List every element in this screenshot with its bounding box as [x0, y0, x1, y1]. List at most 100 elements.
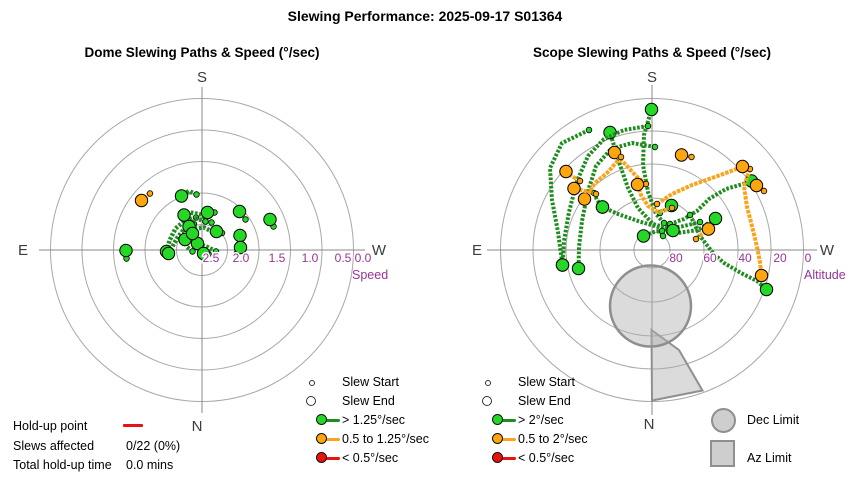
slew-end-marker	[754, 268, 769, 283]
slew-start-marker	[189, 248, 196, 255]
stats-row: Slews affected 0/22 (0%)	[13, 439, 233, 453]
stats-value: 0/22 (0%)	[126, 439, 181, 453]
compass-label-S: S	[197, 69, 207, 86]
stats-value: 0.0 mins	[126, 458, 174, 472]
compass-label-W: W	[372, 242, 387, 259]
slew-end-marker	[555, 258, 570, 272]
medium-speed-line-icon	[494, 437, 516, 441]
slew-end-marker	[134, 193, 149, 208]
legend-item: 0.5 to 2°/sec	[480, 432, 588, 446]
slow-speed-line-icon	[318, 456, 340, 460]
legend-item: < 0.5°/sec	[480, 451, 574, 465]
slew-path	[187, 216, 207, 229]
slew-end-marker	[177, 208, 191, 222]
slew-path	[641, 108, 666, 225]
slew-end-marker	[567, 181, 581, 196]
slew-end-marker	[161, 246, 176, 261]
slew-start-marker	[202, 218, 209, 225]
slew-end-marker	[708, 211, 723, 226]
dome-plot-title: Dome Slewing Paths & Speed (°/sec)	[84, 45, 320, 60]
slew-start-marker	[653, 200, 661, 208]
compass-label-W: W	[820, 242, 835, 259]
slew-end-marker	[571, 261, 586, 276]
slew-start-marker	[146, 190, 154, 197]
slew-path	[560, 124, 649, 266]
compass-label-N: N	[644, 416, 655, 433]
radial-tick-label: 2.0	[233, 251, 250, 265]
slew-end-marker	[263, 212, 277, 227]
slew-start-marker	[692, 235, 700, 243]
slew-start-marker	[576, 177, 584, 185]
slew-start-marker	[617, 153, 625, 161]
slew-end-marker	[185, 226, 200, 241]
medium-speed-line-icon	[318, 437, 340, 441]
legend-item: Slew End	[480, 394, 571, 408]
slew-end-marker	[209, 224, 224, 239]
slew-end-marker	[636, 229, 651, 243]
scope-plot: 80 60 40 20 0 Altitude S N E W	[472, 69, 846, 433]
slew-start-marker	[212, 248, 220, 255]
slow-speed-dot-icon	[316, 452, 327, 463]
scope-plot-title: Scope Slewing Paths & Speed (°/sec)	[533, 45, 771, 60]
slew-end-marker	[674, 148, 689, 162]
az-limit-icon	[710, 440, 735, 467]
stats-label: Total hold-up time	[13, 458, 112, 472]
legend-label: 0.5 to 2°/sec	[518, 432, 588, 446]
slow-speed-line-icon	[494, 456, 516, 460]
stats-row: Total hold-up time 0.0 mins	[13, 458, 233, 472]
compass-label-E: E	[472, 242, 482, 259]
compass-label-S: S	[647, 69, 657, 86]
slew-path	[635, 183, 673, 214]
slew-start-marker	[696, 218, 704, 226]
stats-label: Hold-up point	[13, 419, 88, 433]
slew-path	[548, 128, 590, 266]
legend-label: Az Limit	[747, 451, 792, 465]
radial-axis-name: Speed	[352, 268, 388, 282]
slew-end-marker	[559, 164, 573, 179]
dome-plot: 2.5 2.0 1.5 1.0 0.5 0.0 Speed S N E W	[18, 69, 388, 435]
slew-end-marker-icon	[482, 395, 492, 406]
medium-speed-dot-icon	[492, 433, 503, 444]
legend-label: Slew End	[342, 394, 395, 408]
slew-end-marker	[735, 159, 750, 174]
az-limit-shape	[650, 328, 705, 402]
slew-end-marker	[666, 223, 680, 238]
slew-path	[642, 220, 701, 238]
legend-item: > 1.25°/sec	[304, 413, 405, 427]
slew-end-marker	[233, 240, 248, 255]
fast-speed-dot-icon	[492, 414, 503, 425]
radial-tick-label: 1.0	[302, 251, 319, 265]
fast-speed-dot-icon	[316, 414, 327, 425]
slew-start-marker	[686, 211, 694, 219]
radial-axis-name: Altitude	[804, 268, 846, 282]
legend-label: Slew Start	[342, 375, 399, 389]
slew-end-marker	[630, 177, 645, 192]
page-title: Slewing Performance: 2025-09-17 S01364	[287, 8, 563, 24]
slew-path	[582, 155, 623, 201]
slew-start-marker	[644, 122, 652, 130]
legend-label: > 1.25°/sec	[342, 413, 406, 427]
legend-label: Slew End	[518, 394, 571, 408]
slew-path	[742, 168, 764, 276]
slew-start-marker	[193, 191, 200, 198]
slew-end-marker	[196, 246, 211, 261]
compass-label-N: N	[192, 418, 203, 435]
legend-item: > 2°/sec	[480, 413, 564, 427]
slew-end-marker	[759, 282, 774, 297]
legend-label: Slew Start	[518, 375, 575, 389]
slow-speed-dot-icon	[492, 452, 503, 463]
slew-end-marker	[232, 204, 247, 219]
slew-end-marker	[701, 222, 716, 236]
slew-start-marker	[592, 190, 600, 198]
slew-end-marker	[595, 200, 610, 214]
legend-label: < 0.5°/sec	[342, 451, 399, 465]
holdup-line-icon	[123, 424, 143, 427]
legend-item: < 0.5°/sec	[304, 451, 398, 465]
slew-start-marker	[760, 187, 768, 195]
fast-speed-line-icon	[494, 418, 516, 422]
slew-end-marker	[174, 189, 189, 203]
slew-path	[655, 164, 744, 206]
legend-label: 0.5 to 1.25°/sec	[342, 432, 429, 446]
